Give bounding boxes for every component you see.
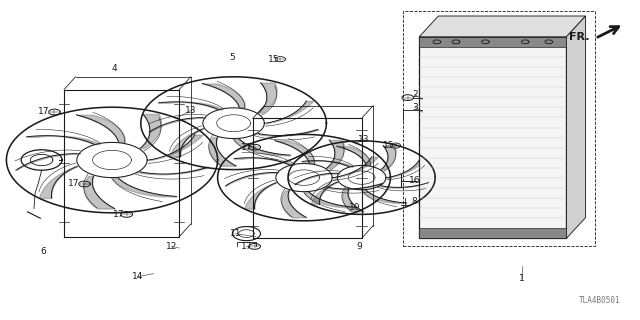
Text: 11: 11 <box>230 229 241 238</box>
Text: 17: 17 <box>241 242 252 251</box>
Polygon shape <box>419 37 566 47</box>
Text: TLA4B0501: TLA4B0501 <box>579 296 621 305</box>
Text: 17: 17 <box>68 180 79 188</box>
Text: 13: 13 <box>185 106 196 115</box>
Text: 5: 5 <box>229 53 234 62</box>
Text: FR.: FR. <box>569 32 589 42</box>
Text: 12: 12 <box>166 242 177 251</box>
Text: 17: 17 <box>38 108 49 116</box>
Text: 8: 8 <box>412 197 417 206</box>
Text: 6: 6 <box>41 247 46 256</box>
Text: 17: 17 <box>113 210 124 219</box>
Text: 13: 13 <box>358 135 369 144</box>
Text: 1: 1 <box>519 274 524 283</box>
Text: 17: 17 <box>241 143 252 152</box>
Polygon shape <box>419 37 566 238</box>
Text: 16: 16 <box>409 176 420 185</box>
Text: 2: 2 <box>412 90 417 99</box>
Polygon shape <box>419 228 566 238</box>
Text: 9: 9 <box>357 242 362 251</box>
Text: 15: 15 <box>268 55 280 64</box>
Polygon shape <box>566 16 586 238</box>
Text: 15: 15 <box>383 141 395 150</box>
Polygon shape <box>419 16 586 37</box>
Text: 10: 10 <box>349 204 361 212</box>
Text: 3: 3 <box>412 103 417 112</box>
Text: 14: 14 <box>132 272 143 281</box>
Text: 4: 4 <box>111 64 116 73</box>
